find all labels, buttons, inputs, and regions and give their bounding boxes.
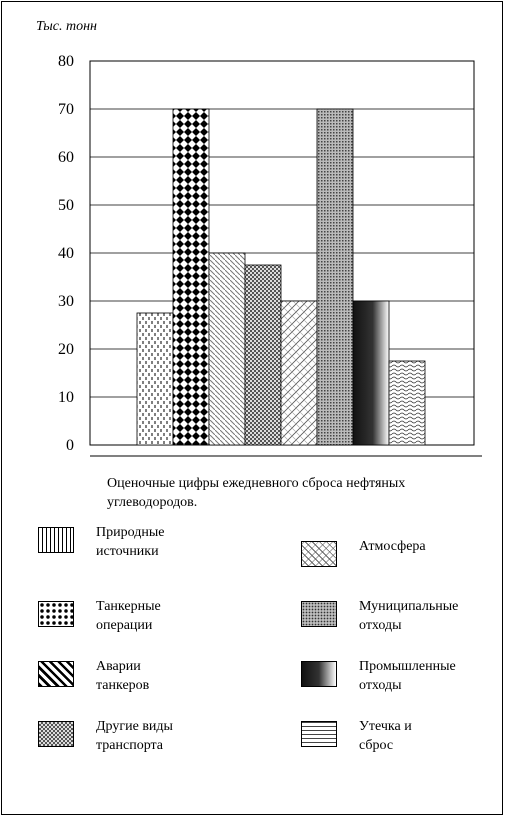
legend-swatch — [38, 721, 74, 747]
legend-label: Атмосфера — [359, 537, 499, 556]
legend-label-line: источники — [96, 544, 159, 559]
legend-label: Промышленные отходы — [359, 657, 499, 695]
bar-chart: 0 10 20 30 40 50 60 70 80 — [58, 53, 482, 457]
y-tick-label: 60 — [58, 149, 74, 166]
y-tick-label: 80 — [58, 53, 74, 70]
legend-label-line: отходы — [359, 618, 402, 633]
legend-swatch — [301, 721, 337, 747]
legend-swatch — [301, 541, 337, 567]
legend-swatch — [301, 601, 337, 627]
y-tick-label: 50 — [58, 197, 74, 214]
legend-label: Муниципальные отходы — [359, 597, 499, 635]
y-axis-unit-label: Тыс. тонн — [36, 19, 97, 34]
y-tick-label: 30 — [58, 293, 74, 310]
legend-label-line: операции — [96, 618, 153, 633]
legend-label-line: Утечка и — [359, 719, 412, 734]
chart-caption: Оценочные цифры ежедневного сброса нефтя… — [107, 476, 406, 510]
y-tick-label: 10 — [58, 389, 74, 406]
bar — [172, 108, 210, 446]
bar — [208, 252, 246, 446]
y-tick-label: 40 — [58, 245, 74, 262]
y-tick-label: 0 — [66, 437, 74, 454]
legend-label-line: Танкерные — [96, 599, 161, 614]
legend-label-line: Другие виды — [96, 719, 173, 734]
legend-label-line: Природные — [96, 525, 165, 540]
legend-label-line: Атмосфера — [359, 539, 426, 554]
legend-label-line: транспорта — [96, 738, 164, 753]
legend-label-line: Муниципальные — [359, 599, 459, 614]
legend-label-line: танкеров — [96, 678, 150, 693]
bar — [388, 360, 426, 446]
legend-label: Аварии танкеров — [96, 657, 236, 695]
legend-swatch — [38, 601, 74, 627]
bar — [352, 300, 390, 446]
legend-label-line: сброс — [359, 738, 394, 753]
legend-label: Природные источники — [96, 523, 236, 561]
y-tick-label: 20 — [58, 341, 74, 358]
legend-swatch — [38, 527, 74, 553]
bar — [316, 108, 354, 446]
legend-swatch — [38, 661, 74, 687]
legend-label-line: Аварии — [96, 659, 141, 674]
legend-label-line: отходы — [359, 678, 402, 693]
bar — [244, 264, 282, 446]
legend-label-line: Промышленные — [359, 659, 456, 674]
legend-label: Танкерные операции — [96, 597, 236, 635]
legend-swatch — [301, 661, 337, 687]
bar — [136, 312, 174, 446]
legend-label: Другие виды транспорта — [96, 717, 236, 755]
legend-label: Утечка и сброс — [359, 717, 499, 755]
bar — [280, 300, 318, 446]
y-tick-label: 70 — [58, 101, 74, 118]
